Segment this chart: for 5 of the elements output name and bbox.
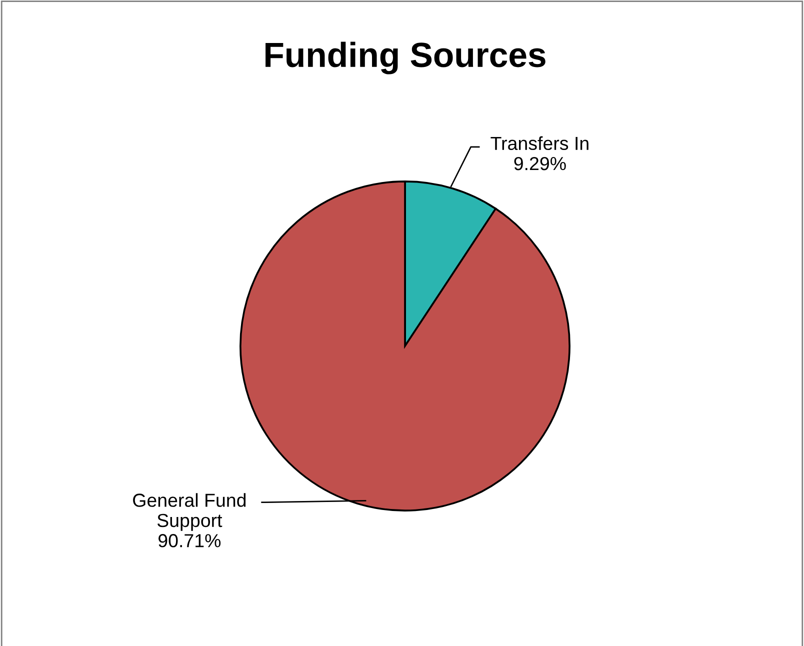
slice-label: Transfers In [490,136,588,150]
data-label: 9.29% [514,156,566,170]
slice-label: General Fund Support [133,493,246,531]
data-label: 90.71% [158,534,221,548]
chart-title: Funding Sources [266,42,546,74]
